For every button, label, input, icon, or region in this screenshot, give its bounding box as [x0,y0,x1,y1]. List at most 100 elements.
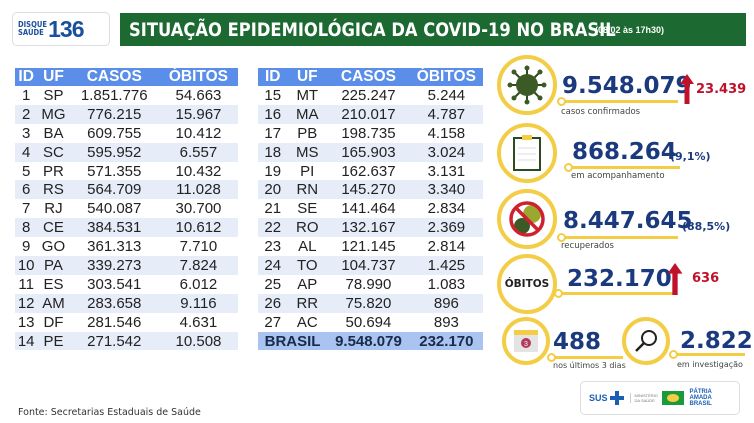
table-cell: MS [287,142,328,162]
table-cell: 595.952 [69,142,159,162]
column-header: UF [37,68,70,86]
table-cell: TO [287,256,328,275]
table-cell: 15.967 [158,104,238,124]
column-header: ID [258,68,288,86]
confirmed-value: 9.548.079 [562,73,692,99]
table-cell: 2.834 [427,200,466,218]
table-cell: 3.340 [409,180,483,200]
cross-icon [609,391,624,405]
table-cell: 4 [15,142,38,162]
source-note: Fonte: Secretarias Estaduais de Saúde [18,407,201,418]
table-cell: AC [296,313,318,331]
table-cell: 4.158 [427,124,466,142]
table-row: 22 RO 132.167 2.369 [258,218,483,238]
divider [563,100,678,103]
monitoring-icon-ring [497,123,557,183]
table-cell: 6.012 [179,275,218,293]
table-cell: 23 [264,238,282,256]
government-logos: SUS MINISTÉRIO DA SAÚDE PÁTRIA AMADA BRA… [580,381,740,415]
table-cell: 18 [258,142,288,162]
ministry-label: MINISTÉRIO DA SAÚDE [629,393,658,403]
table-cell: 10.508 [158,331,238,351]
table-row: 24 TO 104.737 1.425 [258,256,483,275]
table-row: 3 BA 609.755 10.412 [15,124,238,143]
last3days-value: 488 [553,329,602,355]
table-cell: 50.694 [345,313,392,331]
table-cell: 16 [258,104,288,124]
table-cell: 7.710 [179,238,218,256]
table-cell: 17 [264,124,282,142]
table-cell: AP [297,275,318,293]
table-cell: 75.820 [327,293,410,313]
table-cell: 10.432 [175,162,222,180]
column-header: ID [15,68,38,86]
recovered-percent: (88,5%) [682,220,731,233]
logo-number: 136 [48,15,84,42]
virus-icon [507,65,547,105]
table-cell: 4.787 [409,104,483,124]
table-row: 2 MG 776.215 15.967 [15,104,238,124]
table-cell: 10 [15,256,38,275]
table-cell: 571.355 [87,162,142,180]
table-cell: 6.557 [158,142,238,162]
table-row: 8 CE 384.531 10.612 [15,218,238,238]
total-row: BRASIL 9.548.079 232.170 [258,331,483,351]
dot [557,97,566,106]
table-row: 21 SE 141.464 2.834 [258,199,483,218]
investigation-value: 2.822 [680,328,753,354]
last3days-icon-ring: 3 [502,317,550,365]
monitoring-percent: (9,1%) [670,150,711,163]
gov-label: PÁTRIA AMADA BRASIL [689,389,712,407]
table-row: 6 RS 564.709 11.028 [15,180,238,200]
monitoring-label: em acompanhamento [571,171,665,181]
confirmed-icon-ring [497,55,557,115]
table-cell: 2.814 [427,238,466,256]
sus-logo: SUS [589,391,624,405]
deaths-increase: 636 [692,271,720,286]
table-row: 4 SC 595.952 6.557 [15,142,238,162]
table-cell: 609.755 [87,124,142,142]
table-cell: 9.116 [158,293,238,313]
table-cell: 5.244 [427,86,466,104]
table-cell: 13 [17,313,35,331]
table-cell: 104.737 [327,256,410,275]
table-cell: SE [297,200,318,218]
table-row: 25 AP 78.990 1.083 [258,275,483,294]
table-row: 18 MS 165.903 3.024 [258,142,483,162]
table-cell: 6 [15,180,38,200]
recovered-label: recuperados [561,241,614,251]
table-cell: PI [300,162,315,180]
investigation-icon-ring [622,317,670,365]
no-virus-icon [509,201,545,237]
table-cell: RO [287,218,328,238]
svg-text:3: 3 [524,341,528,348]
recovered-icon-ring [497,189,557,249]
table-cell: 281.546 [87,313,142,331]
dot [557,233,566,242]
table-row: 14 PE 271.542 10.508 [15,331,238,351]
monitoring-value: 868.264 [572,139,677,165]
table-cell: 24 [258,256,288,275]
table-cell: 384.531 [69,218,159,238]
table-cell: 162.637 [341,162,396,180]
table-cell: 3 [21,124,31,142]
divider [675,353,745,356]
table-cell: ES [43,275,64,293]
table-cell: 54.663 [175,86,222,104]
table-cell: PE [37,331,70,351]
table-row: 27 AC 50.694 893 [258,313,483,332]
last3days-label: nos últimos 3 dias [553,361,626,370]
dot [554,289,563,298]
column-header: CASOS [69,68,159,86]
table-cell: 8 [15,218,38,238]
table-row: 19 PI 162.637 3.131 [258,162,483,181]
table-cell: 9 [21,238,31,256]
states-table-left: ID UF CASOS ÓBITOS 1 SP 1.851.776 54.663 2 MG 776.… [15,68,238,351]
column-header: UF [287,68,328,86]
table-cell: 12 [15,293,38,313]
table-cell: 339.273 [69,256,159,275]
total-casos: 9.548.079 [327,331,410,351]
table-cell: 540.087 [87,200,142,218]
divider [570,166,680,169]
title-bar: SITUAÇÃO EPIDEMIOLÓGICA DA COVID-19 NO B… [120,13,746,46]
